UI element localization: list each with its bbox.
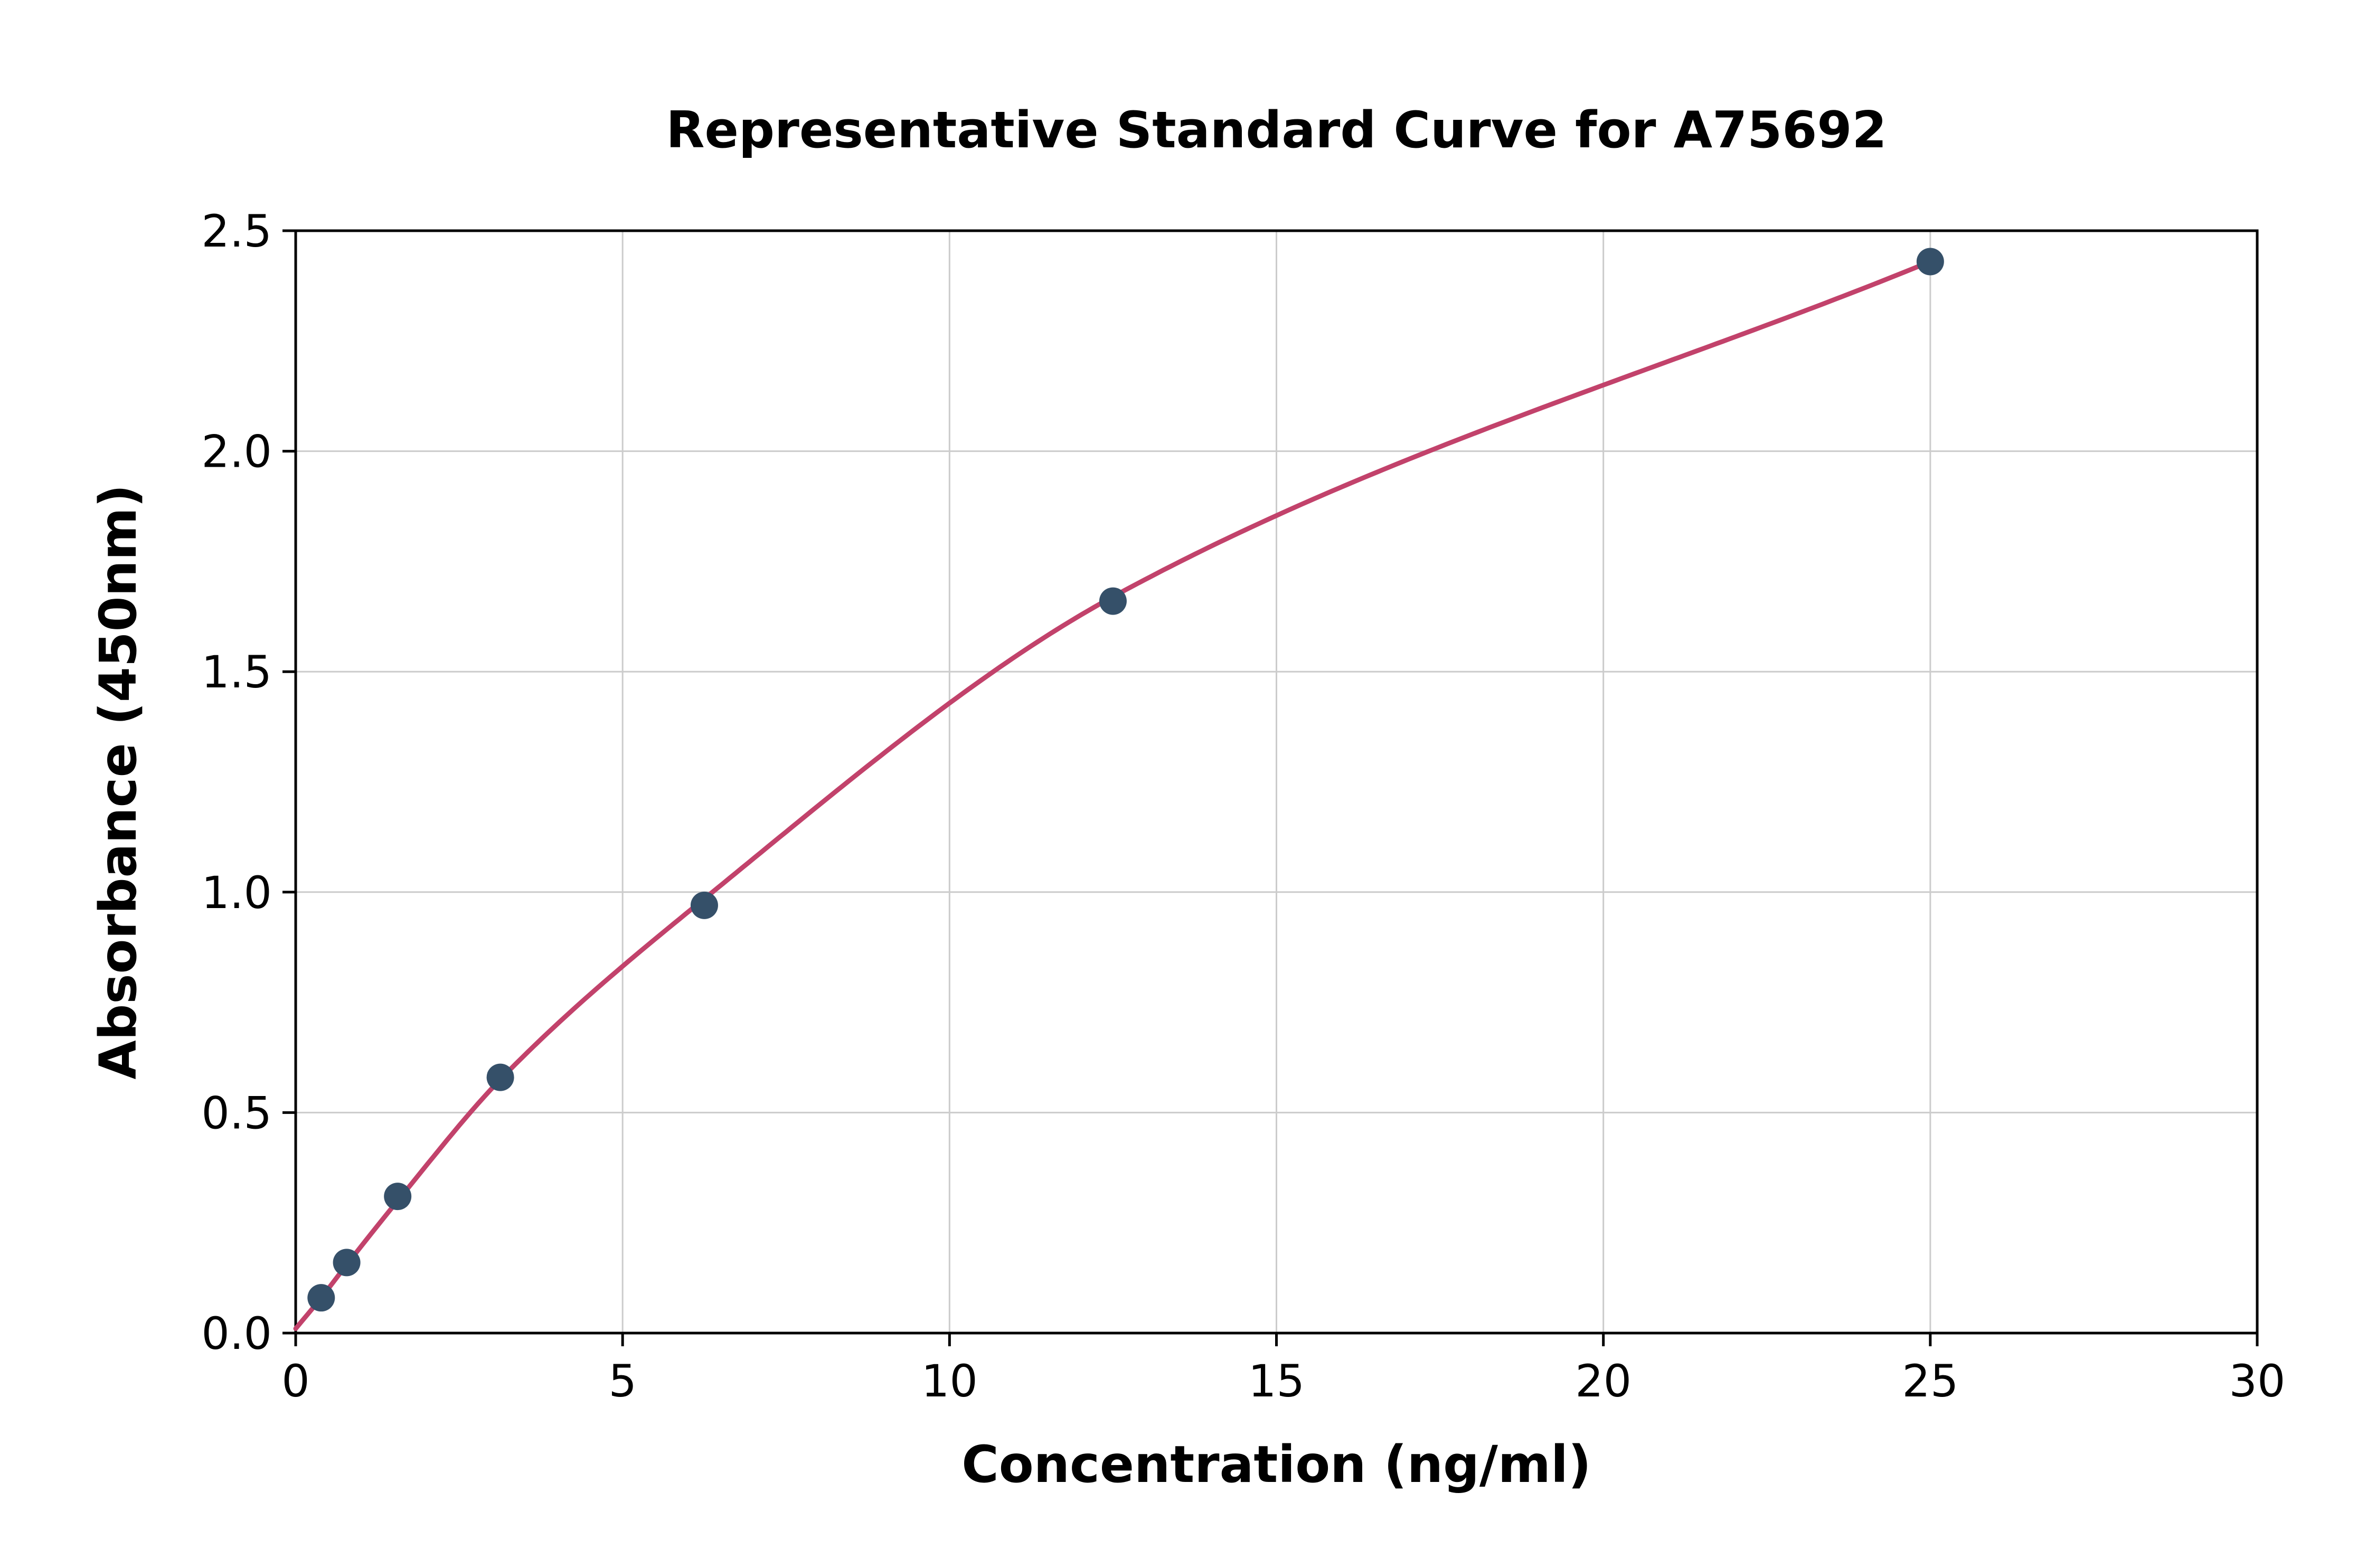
x-tick-label: 30 (2229, 1355, 2286, 1407)
y-axis-label: Absorbance (450nm) (89, 484, 148, 1080)
data-point (690, 891, 718, 919)
x-tick-label: 25 (1902, 1355, 1958, 1407)
data-point (384, 1183, 412, 1211)
data-point (307, 1284, 335, 1312)
data-point (333, 1249, 361, 1277)
y-tick-label: 2.5 (201, 205, 272, 257)
x-tick-label: 5 (608, 1355, 636, 1407)
x-tick-label: 0 (281, 1355, 309, 1407)
data-point (1099, 587, 1127, 615)
x-axis-label: Concentration (ng/ml) (961, 1435, 1591, 1494)
x-tick-label: 20 (1575, 1355, 1632, 1407)
y-tick-label: 1.0 (201, 867, 272, 919)
chart-title: Representative Standard Curve for A75692 (666, 101, 1887, 159)
fit-curve (293, 259, 1933, 1331)
y-tick-label: 0.5 (201, 1087, 272, 1139)
x-tick-label: 10 (921, 1355, 978, 1407)
y-tick-label: 2.0 (201, 426, 272, 478)
data-point (486, 1063, 514, 1091)
y-tick-label: 1.5 (201, 646, 272, 698)
x-tick-label: 15 (1248, 1355, 1305, 1407)
data-point (1916, 248, 1944, 276)
y-tick-label: 0.0 (201, 1308, 272, 1359)
